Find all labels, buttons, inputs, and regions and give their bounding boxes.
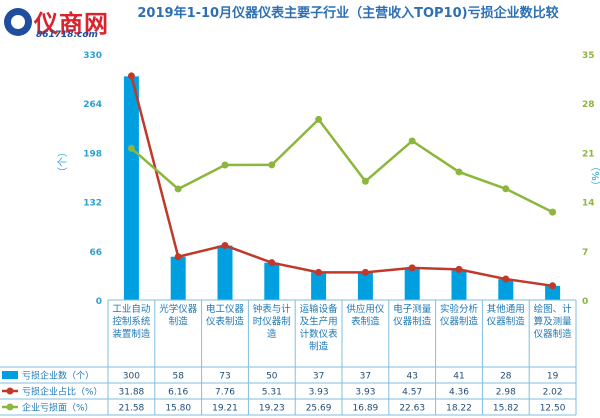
series-point (127, 144, 135, 152)
data-table-cell: 25.69 (306, 404, 332, 414)
category-label: 其他通用仪器制造 (487, 303, 526, 328)
y-right-tick-label: 0 (582, 297, 588, 307)
y-right-tick-label: 7 (582, 248, 588, 258)
data-table-cell: 15.82 (493, 404, 519, 414)
data-table-cell: 7.76 (215, 388, 235, 398)
series-point (315, 115, 323, 123)
y-left-axis-label: （个） (57, 147, 69, 177)
data-table-cell: 31.88 (119, 388, 145, 398)
data-table-cell: 3.93 (355, 388, 375, 398)
logo-main-text: 仪商网 (34, 9, 109, 38)
bar (311, 272, 327, 300)
series-point (221, 241, 229, 249)
y-right-axis-label: （%） (589, 161, 600, 191)
series-point (361, 268, 369, 276)
bar (451, 269, 467, 300)
category-label: 供应用仪表制造 (346, 303, 385, 328)
data-table-cell: 2.02 (543, 388, 563, 398)
series-point (361, 177, 369, 185)
series-point (408, 137, 416, 145)
series-point (221, 161, 229, 169)
data-table-cell: 3.93 (309, 388, 329, 398)
y-left-tick-label: 330 (83, 51, 102, 61)
series-point (127, 72, 135, 80)
data-table-cell: 6.16 (168, 388, 188, 398)
series-line (130, 75, 553, 288)
data-table-cell: 19 (547, 372, 559, 382)
series-line (130, 117, 554, 214)
logo-sub-text: 861718.com (36, 30, 98, 40)
y-right-tick-label: 21 (582, 149, 595, 159)
category-label: 电子测量仪器制造 (393, 303, 432, 328)
series-point (549, 282, 557, 290)
y-left-tick-label: 0 (96, 297, 102, 307)
data-table-cell: 12.50 (540, 404, 566, 414)
category-label: 工业自动控制系统装置制造 (112, 303, 151, 340)
y-left-tick-label: 198 (83, 149, 102, 159)
series-point (268, 259, 276, 267)
series-point (549, 208, 557, 216)
bar (264, 262, 280, 300)
series-point (174, 185, 182, 193)
data-table-cell: 43 (406, 372, 417, 382)
data-table-cell: 5.31 (262, 388, 282, 398)
data-table-cell: 37 (313, 372, 324, 382)
series-point (268, 161, 276, 169)
series-point (502, 185, 510, 193)
logo: 仪商网 861718.com (4, 4, 116, 44)
series-point (174, 253, 182, 261)
data-table-cell: 21.58 (119, 404, 145, 414)
logo-mark-icon (4, 8, 32, 36)
legend-label: 亏损企业占比（%） (22, 386, 103, 398)
category-label: 绘图、计算及测量仪器制造 (534, 303, 573, 340)
series-point (408, 264, 416, 272)
data-table-cell: 41 (453, 372, 464, 382)
data-table-cell: 58 (172, 372, 184, 382)
bar (123, 76, 139, 300)
bar (498, 279, 514, 300)
data-table-cell: 73 (219, 372, 230, 382)
y-left-tick-label: 66 (89, 248, 102, 258)
legend-swatch (6, 403, 14, 411)
data-table-cell: 50 (266, 372, 278, 382)
category-label: 钟表与计时仪器制造 (253, 303, 292, 340)
y-right-tick-label: 28 (582, 100, 595, 110)
data-table-cell: 18.22 (446, 404, 472, 414)
data-table-cell: 22.63 (399, 404, 425, 414)
legend-label: 企业亏损面（%） (22, 402, 94, 414)
y-right-tick-label: 14 (582, 199, 595, 209)
data-table-cell: 300 (123, 372, 140, 382)
legend-label: 亏损企业数（个） (22, 370, 94, 382)
data-table-cell: 4.57 (402, 388, 422, 398)
bar (404, 267, 420, 300)
chart-title: 2019年1-10月仪器仪表主要子行业（主营收入TOP10)亏损企业数比较 (137, 5, 558, 21)
bar (545, 285, 561, 300)
data-table-cell: 19.23 (259, 404, 285, 414)
series-point (455, 265, 463, 273)
data-table-cell: 2.98 (496, 388, 516, 398)
bar (170, 256, 186, 300)
data-table-cell: 28 (500, 372, 512, 382)
category-label: 运输设备及生产用计数仪表制造 (300, 303, 339, 353)
y-left-tick-label: 132 (83, 199, 102, 209)
bar (217, 245, 233, 300)
legend-swatch (2, 371, 18, 379)
series-point (315, 268, 323, 276)
category-label: 实验分析仪器制造 (440, 303, 479, 328)
series-point (502, 275, 510, 283)
y-right-tick-label: 35 (582, 51, 595, 61)
legend-swatch (6, 387, 14, 395)
data-table-cell: 15.80 (165, 404, 191, 414)
y-left-tick-label: 264 (83, 100, 102, 110)
series-point (455, 168, 463, 176)
bar (357, 272, 373, 300)
category-label: 电工仪器仪表制造 (206, 303, 245, 328)
data-table-cell: 16.89 (353, 404, 379, 414)
data-table-cell: 19.21 (212, 404, 238, 414)
category-label: 光学仪器制造 (159, 303, 198, 328)
data-table-cell: 4.36 (449, 388, 469, 398)
data-table-cell: 37 (360, 372, 371, 382)
